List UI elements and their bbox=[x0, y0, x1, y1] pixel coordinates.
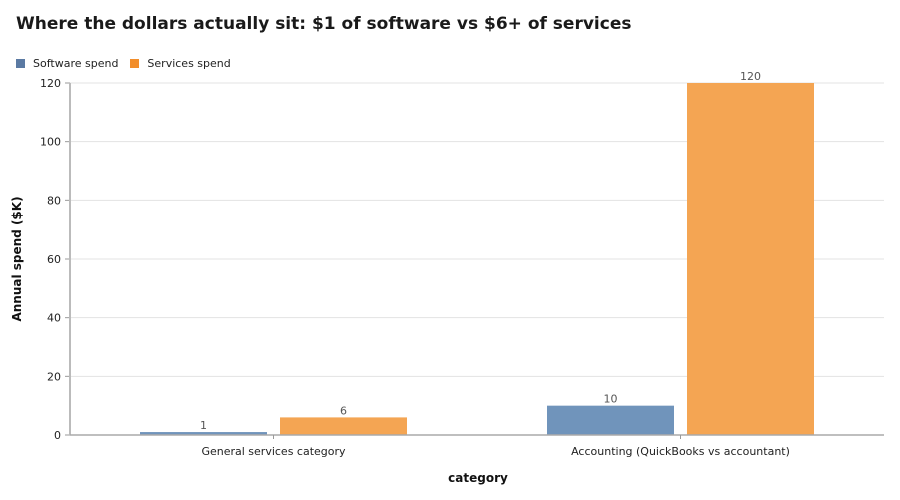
legend: Software spend Services spend bbox=[16, 57, 231, 70]
data-label: 10 bbox=[604, 393, 618, 406]
bars: 1 6 10 120 bbox=[140, 70, 814, 435]
legend-item-services[interactable]: Services spend bbox=[130, 57, 231, 70]
legend-label-services: Services spend bbox=[147, 57, 231, 70]
bar-software bbox=[547, 405, 674, 435]
data-label: 1 bbox=[200, 419, 207, 432]
x-axis: General services category Accounting (Qui… bbox=[70, 434, 884, 458]
y-axis-title: Annual spend ($K) bbox=[10, 196, 24, 321]
bar-services bbox=[280, 417, 407, 435]
legend-swatch-services bbox=[130, 59, 140, 68]
y-axis: 0 20 40 60 80 100 120 bbox=[40, 77, 71, 442]
y-tick-label: 120 bbox=[40, 77, 61, 90]
data-label: 120 bbox=[740, 70, 761, 83]
data-label: 6 bbox=[340, 404, 347, 417]
y-tick-label: 80 bbox=[47, 194, 61, 207]
x-tick-label: General services category bbox=[201, 445, 346, 458]
legend-item-software[interactable]: Software spend bbox=[16, 57, 118, 70]
legend-swatch-software bbox=[16, 59, 25, 68]
bar-services bbox=[687, 83, 814, 435]
bar-software bbox=[140, 432, 267, 435]
x-tick-label: Accounting (QuickBooks vs accountant) bbox=[571, 445, 790, 458]
y-tick-label: 40 bbox=[47, 312, 61, 325]
y-tick-label: 0 bbox=[54, 429, 61, 442]
y-tick-label: 20 bbox=[47, 370, 61, 383]
legend-label-software: Software spend bbox=[33, 57, 119, 70]
x-axis-title: category bbox=[448, 471, 508, 485]
chart-title: Where the dollars actually sit: $1 of so… bbox=[16, 14, 632, 34]
y-tick-label: 100 bbox=[40, 136, 61, 149]
y-tick-label: 60 bbox=[47, 253, 61, 266]
